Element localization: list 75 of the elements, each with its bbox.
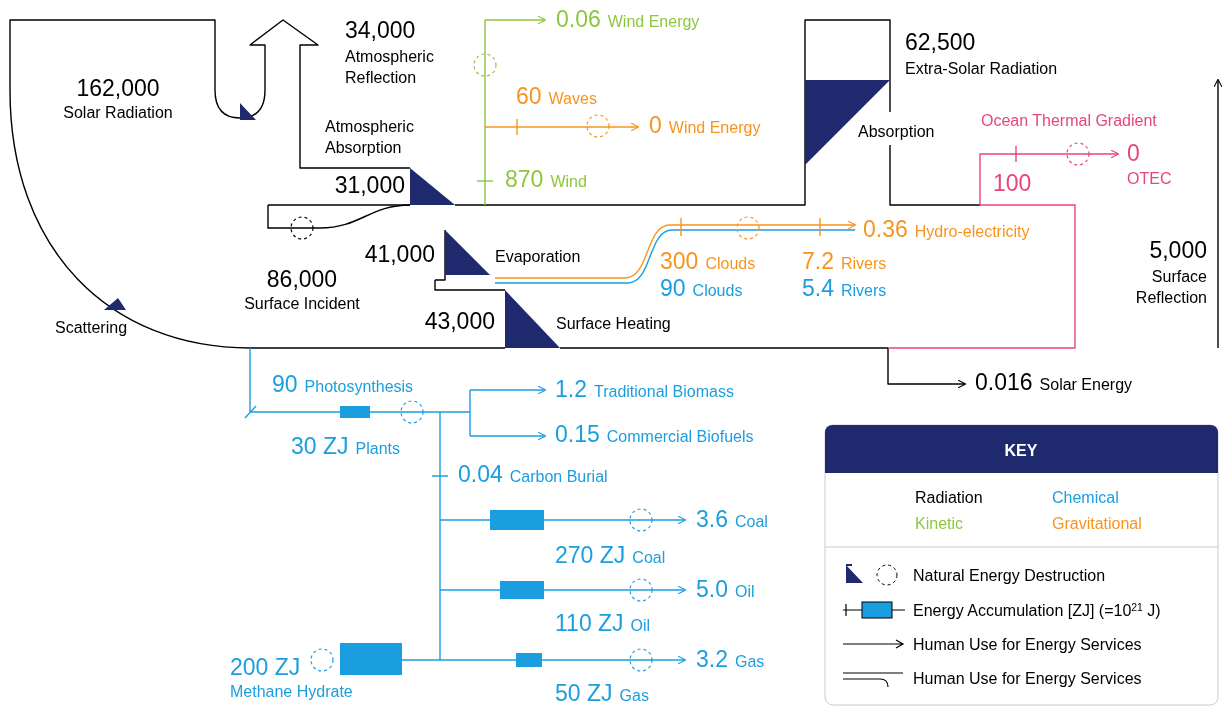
data-label: 0.016 xyxy=(975,369,1033,395)
data-label: 0 xyxy=(1127,140,1140,166)
legend-title: KEY xyxy=(1004,442,1038,459)
category-label: Extra-Solar Radiation xyxy=(905,60,1058,77)
data-label: 30 ZJ xyxy=(291,433,349,459)
data-label: 90 xyxy=(660,275,686,301)
data-label: 90 xyxy=(272,371,298,397)
category-label: Atmospheric Reflection xyxy=(345,48,434,86)
category-label: Traditional Biomass xyxy=(593,383,734,400)
legend-label: Kinetic xyxy=(915,515,964,532)
data-label: 162,000 xyxy=(76,75,160,101)
legend-label: Chemical xyxy=(1052,489,1119,506)
category-label: Wind xyxy=(550,173,587,190)
text: Human Use for Energy Services xyxy=(913,670,1142,687)
data-label: 110 ZJ xyxy=(555,610,624,636)
data-label: 50 ZJ xyxy=(555,680,613,706)
category-label: Carbon Burial xyxy=(509,468,608,485)
category-label: Clouds xyxy=(705,255,756,272)
category-label: Surface Reflection xyxy=(1135,268,1208,306)
data-label: 60 xyxy=(516,83,542,109)
legend-label: Gravitational xyxy=(1052,515,1142,532)
category-label: Hydro-electricity xyxy=(914,223,1030,240)
data-label: 0.36 xyxy=(863,216,908,242)
data-label: 31,000 xyxy=(334,172,405,198)
text: Human Use for Energy Services xyxy=(913,636,1142,653)
category-label: Coal xyxy=(734,513,768,530)
category-label: Gas xyxy=(734,653,765,670)
data-label: 62,500 xyxy=(905,29,976,55)
category-label: Atmospheric Absorption xyxy=(325,118,414,156)
data-label: 7.2 xyxy=(802,248,834,274)
data-label: 870 xyxy=(505,166,544,192)
data-label: 0 xyxy=(649,112,662,138)
category-label: Solar Energy xyxy=(1039,376,1133,393)
category-label: Methane Hydrate xyxy=(230,683,353,700)
category-label: Oil xyxy=(734,583,755,600)
legend-label: Radiation xyxy=(915,489,983,506)
category-label: Photosynthesis xyxy=(304,378,414,395)
category-label: Waves xyxy=(548,90,597,107)
data-label: 34,000 xyxy=(345,17,416,43)
category-label: Wind Energy xyxy=(607,13,700,30)
text: Natural Energy Destruction xyxy=(913,567,1106,584)
data-label: 41,000 xyxy=(364,241,435,267)
data-label: 0.15 xyxy=(555,421,600,447)
data-label: 0.04 xyxy=(458,461,503,487)
category-label: OTEC xyxy=(1127,170,1172,187)
data-label: 43,000 xyxy=(424,308,495,334)
category-label: Oil xyxy=(630,617,651,634)
text: Absorption xyxy=(858,123,935,140)
text: Energy Accumulation [ZJ] (=10$^{21}$ J) xyxy=(913,601,1161,619)
category-label: Clouds xyxy=(692,282,743,299)
category-label: Surface Heating xyxy=(556,315,671,332)
category-label: Evaporation xyxy=(495,248,581,265)
category-label: Gas xyxy=(619,687,649,704)
data-label: 3.2 xyxy=(696,646,728,672)
category-label: Plants xyxy=(355,440,400,457)
text: 100 xyxy=(993,170,1032,196)
data-label: 300 xyxy=(660,248,699,274)
data-label: 3.6 xyxy=(696,506,728,532)
category-label: Wind Energy xyxy=(668,119,761,136)
category-label: Surface Incident xyxy=(244,295,361,312)
category-label: Rivers xyxy=(840,255,887,272)
data-label: 0.06 xyxy=(556,6,601,32)
data-label: 86,000 xyxy=(266,266,338,292)
text: Scattering xyxy=(55,319,128,336)
category-label: Commercial Biofuels xyxy=(606,428,754,445)
data-label: 1.2 xyxy=(555,376,587,402)
text: Ocean Thermal Gradient xyxy=(981,112,1158,129)
data-label: 5,000 xyxy=(1149,237,1207,263)
category-label: Rivers xyxy=(840,282,887,299)
data-label: 200 ZJ xyxy=(230,654,301,680)
data-label: 5.0 xyxy=(696,576,728,602)
category-label: Coal xyxy=(632,549,666,566)
category-label: Solar Radiation xyxy=(63,104,173,121)
data-label: 270 ZJ xyxy=(555,542,626,568)
data-label: 5.4 xyxy=(802,275,835,301)
